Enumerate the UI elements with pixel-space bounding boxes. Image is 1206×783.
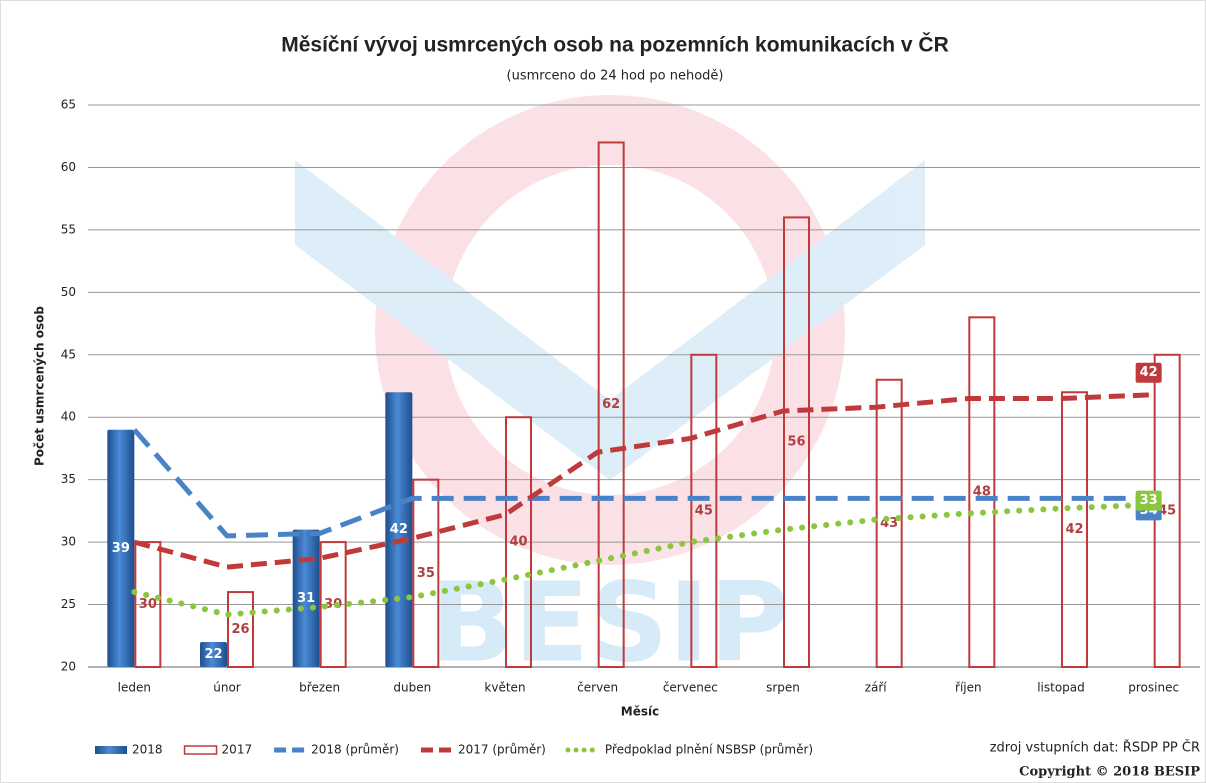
x-tick-label: leden: [118, 681, 151, 695]
legend-label: 2017: [222, 743, 253, 757]
y-tick-label: 60: [61, 160, 76, 174]
data-label: 22: [204, 647, 222, 662]
bar: [412, 478, 440, 668]
x-tick-label: květen: [484, 681, 525, 695]
data-label: 45: [695, 503, 713, 518]
y-tick-label: 30: [61, 535, 76, 549]
y-tick-label: 25: [61, 597, 76, 611]
x-tick-label: listopad: [1037, 681, 1085, 695]
source: zdroj vstupních dat: ŘSDP PP ČR: [990, 740, 1200, 756]
bar: [1061, 391, 1088, 668]
bar: [292, 529, 320, 667]
x-tick-label: červen: [577, 681, 618, 695]
bar: [227, 591, 254, 668]
bar: [505, 416, 532, 668]
data-label: 62: [602, 397, 620, 412]
copyright: Copyright © 2018 BESIP: [1019, 765, 1200, 780]
x-tick-label: srpen: [766, 681, 800, 695]
bar: [690, 353, 718, 668]
legend-label: Předpoklad plnění NSBSP (průměr): [605, 743, 813, 757]
data-label: 26: [231, 622, 249, 637]
y-tick-label: 55: [61, 222, 76, 236]
bar: [200, 642, 227, 667]
x-tick-label: říjen: [955, 681, 982, 695]
line: [132, 428, 1154, 539]
bar: [597, 141, 625, 668]
y-tick-label: 20: [61, 660, 76, 674]
chart-subtitle: (usmrceno do 24 hod po nehodě): [507, 69, 724, 84]
y-axis-label: Počet usmrcených osob: [33, 306, 47, 466]
y-tick-label: 65: [61, 98, 76, 112]
x-tick-label: únor: [213, 681, 241, 695]
bar: [134, 541, 162, 668]
y-tick-label: 50: [61, 285, 76, 299]
data-label: 31: [297, 591, 315, 606]
x-tick-label: září: [865, 681, 888, 695]
legend-label: 2017 (průměr): [458, 743, 546, 757]
x-tick-label: duben: [393, 681, 431, 695]
y-tick-label: 35: [61, 472, 76, 486]
line: [131, 501, 1157, 618]
bar: [875, 378, 903, 668]
y-tick-label: 40: [61, 410, 76, 424]
bar: [319, 541, 347, 668]
data-label-box: [1135, 362, 1162, 383]
x-tick-label: prosinec: [1128, 681, 1179, 695]
x-axis-label: Měsíc: [621, 705, 659, 719]
data-label: 40: [509, 535, 527, 550]
bar: [783, 216, 810, 668]
data-label: 56: [787, 435, 805, 450]
legend-swatch: [183, 745, 218, 755]
watermark-text: BESIP: [430, 558, 790, 686]
data-label: 42: [1140, 365, 1158, 380]
legend-swatch: [95, 746, 127, 754]
data-label: 33: [1140, 493, 1158, 508]
legend-label: 2018: [132, 743, 163, 757]
data-label: 42: [1065, 522, 1083, 537]
chart-title: Měsíční vývoj usmrcených osob na pozemní…: [281, 33, 949, 57]
data-label: 45: [1158, 503, 1176, 518]
data-label: 30: [324, 597, 342, 612]
line: [133, 392, 1154, 570]
data-label: 35: [417, 566, 435, 581]
data-label: 42: [390, 522, 408, 537]
bar: [107, 429, 135, 667]
data-label: 30: [139, 597, 157, 612]
y-tick-label: 45: [61, 347, 76, 361]
x-tick-label: březen: [299, 681, 340, 695]
legend-label: 2018 (průměr): [311, 743, 399, 757]
bar: [385, 392, 413, 667]
data-label-box: [1135, 490, 1162, 511]
x-tick-label: červenec: [663, 681, 718, 695]
data-label: 39: [112, 541, 130, 556]
bar: [968, 316, 996, 668]
